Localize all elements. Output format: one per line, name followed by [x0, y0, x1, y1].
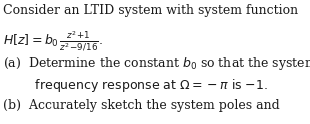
- Text: (a)  Determine the constant $b_0$ so that the system: (a) Determine the constant $b_0$ so that…: [3, 55, 310, 72]
- Text: zeros.: zeros.: [3, 122, 73, 124]
- Text: frequency response at $\Omega = -\pi$ is $-1$.: frequency response at $\Omega = -\pi$ is…: [3, 77, 268, 94]
- Text: Consider an LTID system with system function: Consider an LTID system with system func…: [3, 4, 298, 17]
- Text: (b)  Accurately sketch the system poles and: (b) Accurately sketch the system poles a…: [3, 99, 280, 112]
- Text: $H[z] = b_0\,\frac{z^2\!+\!1}{z^2\!-\!9/16}.$: $H[z] = b_0\,\frac{z^2\!+\!1}{z^2\!-\!9/…: [3, 30, 103, 53]
